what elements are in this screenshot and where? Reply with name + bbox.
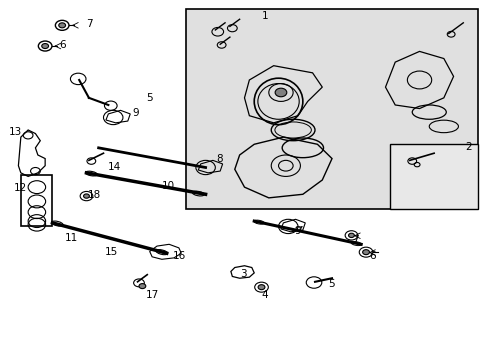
Text: 12: 12 — [14, 183, 27, 193]
Text: 5: 5 — [145, 93, 152, 103]
Text: 15: 15 — [105, 247, 118, 257]
Text: 13: 13 — [9, 127, 22, 137]
Text: 1: 1 — [261, 11, 267, 21]
Text: 2: 2 — [465, 142, 471, 152]
Text: 7: 7 — [86, 18, 93, 28]
FancyBboxPatch shape — [389, 144, 477, 208]
Circle shape — [362, 249, 369, 255]
Text: 10: 10 — [162, 181, 175, 191]
Bar — [21, 175, 52, 226]
Text: 16: 16 — [172, 251, 185, 261]
FancyBboxPatch shape — [186, 9, 477, 208]
Circle shape — [139, 284, 145, 289]
Circle shape — [41, 44, 48, 49]
Text: 6: 6 — [369, 251, 375, 261]
Text: 5: 5 — [327, 279, 334, 289]
Text: 8: 8 — [216, 154, 223, 164]
Text: 3: 3 — [240, 269, 247, 279]
Text: 4: 4 — [261, 290, 267, 300]
Circle shape — [258, 285, 264, 290]
Text: 14: 14 — [107, 162, 121, 172]
Circle shape — [59, 23, 65, 28]
Circle shape — [275, 88, 286, 97]
Text: 6: 6 — [59, 40, 65, 50]
Circle shape — [83, 194, 89, 198]
Text: 17: 17 — [146, 290, 159, 300]
Text: 18: 18 — [88, 190, 101, 200]
Text: 11: 11 — [64, 233, 78, 243]
Text: 7: 7 — [352, 235, 358, 245]
Text: 9: 9 — [293, 226, 300, 236]
Circle shape — [348, 233, 354, 238]
Text: 9: 9 — [132, 108, 139, 118]
